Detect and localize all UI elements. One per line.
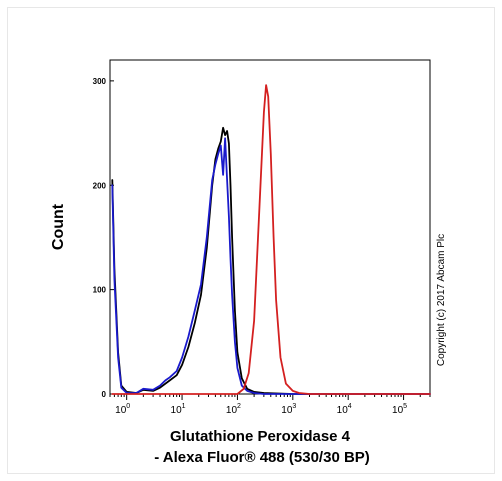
y-tick-label: 200 xyxy=(93,181,107,190)
y-tick-label: 300 xyxy=(93,77,107,86)
x-axis: 100 101 102 103 104 105 xyxy=(109,394,431,416)
x-tick-exponent: 0 xyxy=(126,403,130,410)
y-tick-label: 0 xyxy=(102,390,107,399)
x-axis-label-line2: - Alexa Fluor® 488 (530/30 BP) xyxy=(154,449,370,466)
x-tick-label: 100 xyxy=(115,403,130,416)
plot-border xyxy=(109,59,431,395)
x-tick-exponent: 2 xyxy=(237,403,241,410)
y-axis-label: Count xyxy=(50,203,67,250)
x-tick-exponent: 3 xyxy=(292,403,296,410)
copyright-annotation: Copyright (c) 2017 Abcam Plc xyxy=(436,234,447,366)
x-tick-base: 10 xyxy=(171,405,183,416)
x-tick-exponent: 4 xyxy=(348,403,352,410)
x-tick-label: 103 xyxy=(281,403,296,416)
histogram-series-1 xyxy=(111,137,431,395)
plot-area xyxy=(109,59,431,395)
x-axis-label-line1: Glutathione Peroxidase 4 xyxy=(170,428,351,445)
x-tick-base: 10 xyxy=(337,405,349,416)
x-tick-base: 10 xyxy=(281,405,293,416)
x-tick-exponent: 1 xyxy=(182,403,186,410)
y-axis: 0 100 200 300 xyxy=(93,77,114,399)
x-tick-label: 101 xyxy=(171,403,186,416)
x-tick-label: 104 xyxy=(337,403,352,416)
x-tick-base: 10 xyxy=(115,405,127,416)
x-tick-base: 10 xyxy=(392,405,404,416)
series-layer xyxy=(111,84,431,395)
x-tick-label: 102 xyxy=(226,403,241,416)
x-tick-label: 105 xyxy=(392,403,407,416)
x-tick-base: 10 xyxy=(226,405,238,416)
histogram-series-2 xyxy=(111,84,431,395)
figure-frame xyxy=(7,7,495,474)
x-tick-exponent: 5 xyxy=(403,403,407,410)
y-tick-label: 100 xyxy=(93,286,107,295)
